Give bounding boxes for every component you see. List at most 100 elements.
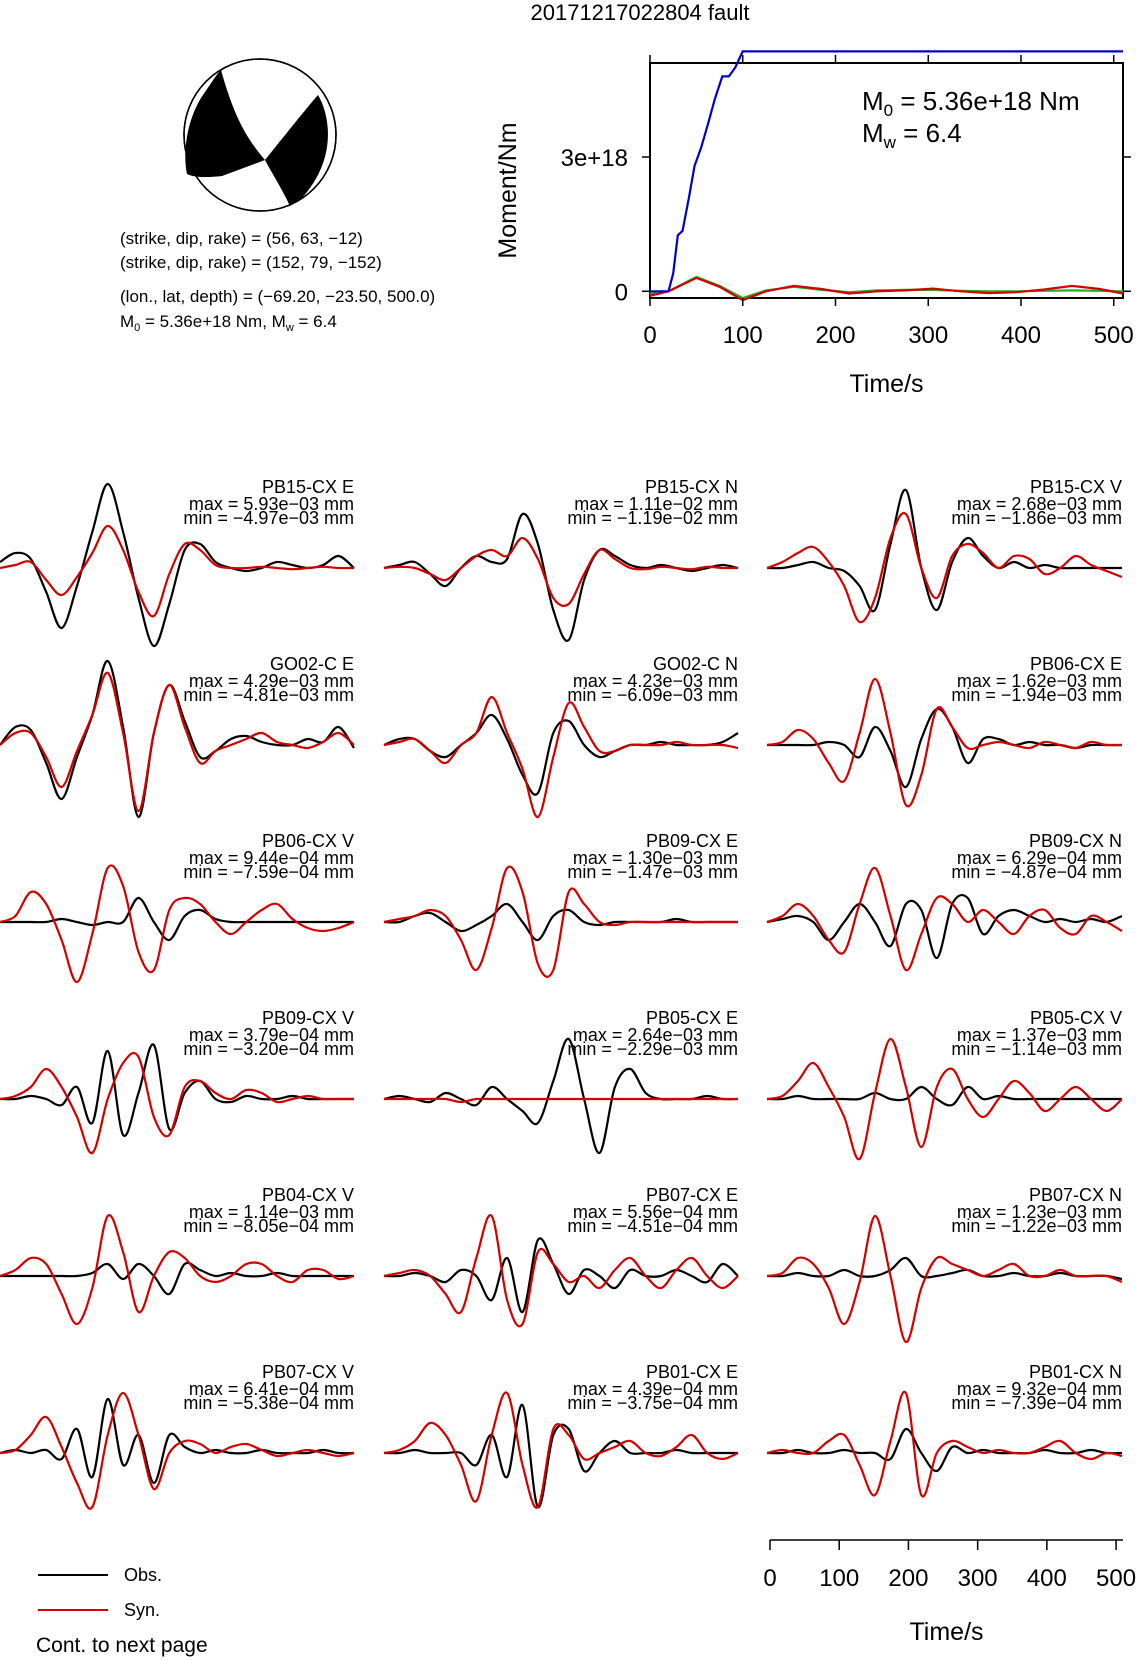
legend: Obs. Syn. xyxy=(38,1565,162,1620)
moment-series-rate_red xyxy=(649,276,1124,302)
synthetic-trace xyxy=(383,865,738,978)
max-amplitude-label: max = 6.29e−04 mm xyxy=(957,848,1122,868)
min-amplitude-label: min = −1.94e−03 mm xyxy=(951,685,1122,705)
mechanism-moment: M0 = 5.36e+18 Nm, Mw = 6.4 xyxy=(120,312,337,334)
synthetic-trace xyxy=(0,1051,354,1155)
synthetic-trace xyxy=(0,864,355,984)
min-amplitude-label: min = −4.51e−04 mm xyxy=(567,1216,738,1236)
moment-xtick-label: 400 xyxy=(1001,322,1041,349)
synthetic-trace xyxy=(384,1097,738,1104)
observed-trace xyxy=(0,482,355,648)
mechanism-plane-2: (strike, dip, rake) = (152, 79, −152) xyxy=(120,253,382,272)
time-axis-tick-label: 0 xyxy=(763,1565,776,1592)
synthetic-trace xyxy=(766,1390,1123,1498)
station-label: PB09-CX N xyxy=(1029,831,1122,851)
moment-xlabel: Time/s xyxy=(849,370,923,398)
station-label: GO02-C E xyxy=(270,654,354,674)
moment-ytick-label: 0 xyxy=(615,279,628,306)
observed-trace xyxy=(0,1261,354,1296)
max-amplitude-label: max = 9.32e−04 mm xyxy=(957,1379,1122,1399)
time-axis-label: Time/s xyxy=(909,1618,983,1646)
min-amplitude-label: min = −7.39e−04 mm xyxy=(951,1393,1122,1413)
station-label: PB04-CX V xyxy=(262,1185,354,1205)
station-label: PB15-CX N xyxy=(645,477,738,497)
station-label: GO02-C N xyxy=(653,654,738,674)
min-amplitude-label: min = −5.38e−04 mm xyxy=(183,1393,354,1413)
moment-xtick-label: 300 xyxy=(908,322,948,349)
synthetic-trace xyxy=(766,1037,1123,1161)
min-amplitude-label: min = −3.20e−04 mm xyxy=(183,1039,354,1059)
time-axis-tick-label: 200 xyxy=(888,1565,928,1592)
min-amplitude-label: min = −4.97e−03 mm xyxy=(183,508,354,528)
synthetic-trace xyxy=(383,695,739,819)
min-amplitude-label: min = −1.14e−03 mm xyxy=(951,1039,1122,1059)
moment-ytick-label: 3e+18 xyxy=(561,145,628,172)
max-amplitude-label: max = 1.37e−03 mm xyxy=(957,1025,1122,1045)
station-label: PB01-CX N xyxy=(1029,1362,1122,1382)
max-amplitude-label: max = 3.79e−04 mm xyxy=(189,1025,354,1045)
moment-plot-frame xyxy=(649,62,1124,299)
synthetic-trace xyxy=(383,536,739,607)
max-amplitude-label: max = 9.44e−04 mm xyxy=(189,848,354,868)
synthetic-trace xyxy=(766,866,1123,972)
moment-xtick-label: 200 xyxy=(815,322,855,349)
focal-mechanism-beachball xyxy=(183,58,337,212)
max-amplitude-label: max = 4.23e−03 mm xyxy=(573,671,738,691)
min-amplitude-label: min = −4.87e−04 mm xyxy=(951,862,1122,882)
max-amplitude-label: max = 1.11e−02 mm xyxy=(574,494,738,514)
max-amplitude-label: max = 1.30e−03 mm xyxy=(573,848,738,868)
min-amplitude-label: min = −1.47e−03 mm xyxy=(567,862,738,882)
max-amplitude-label: max = 1.62e−03 mm xyxy=(957,671,1122,691)
figure-title: 20171217022804 fault xyxy=(531,0,750,25)
synthetic-trace xyxy=(0,1391,355,1510)
synthetic-trace xyxy=(0,524,355,618)
moment-annotation-m0: M0 = 5.36e+18 Nm xyxy=(862,86,1080,120)
time-axis-tick-label: 100 xyxy=(819,1565,859,1592)
legend-obs-label: Obs. xyxy=(124,1565,162,1585)
station-label: PB05-CX E xyxy=(646,1008,738,1028)
station-label: PB15-CX V xyxy=(1030,477,1122,497)
min-amplitude-label: min = −1.86e−03 mm xyxy=(951,508,1122,528)
station-label: PB07-CX E xyxy=(646,1185,738,1205)
moment-xtick-label: 100 xyxy=(723,322,763,349)
max-amplitude-label: max = 2.68e−03 mm xyxy=(957,494,1122,514)
min-amplitude-label: min = −2.29e−03 mm xyxy=(567,1039,738,1059)
observed-trace xyxy=(766,1256,1123,1281)
moment-xtick-label: 500 xyxy=(1094,322,1134,349)
mechanism-location: (lon., lat, depth) = (−69.20, −23.50, 50… xyxy=(120,287,435,306)
min-amplitude-label: min = −1.22e−03 mm xyxy=(951,1216,1122,1236)
max-amplitude-label: max = 4.39e−04 mm xyxy=(573,1379,738,1399)
time-axis-tick-label: 300 xyxy=(958,1565,998,1592)
observed-trace xyxy=(383,1403,738,1509)
station-label: PB07-CX N xyxy=(1029,1185,1122,1205)
moment-series-cumulative xyxy=(650,50,1123,293)
moment-ylabel: Moment/Nm xyxy=(494,122,522,258)
max-amplitude-label: max = 4.29e−03 mm xyxy=(189,671,354,691)
max-amplitude-label: max = 6.41e−04 mm xyxy=(189,1379,354,1399)
station-label: PB01-CX E xyxy=(646,1362,738,1382)
station-label: PB06-CX V xyxy=(262,831,354,851)
station-label: PB05-CX V xyxy=(1030,1008,1122,1028)
synthetic-trace xyxy=(0,671,355,813)
synthetic-trace xyxy=(383,1391,739,1509)
max-amplitude-label: max = 1.23e−03 mm xyxy=(957,1202,1122,1222)
max-amplitude-label: max = 2.64e−03 mm xyxy=(573,1025,738,1045)
synthetic-trace xyxy=(766,677,1123,808)
min-amplitude-label: min = −8.05e−04 mm xyxy=(183,1216,354,1236)
